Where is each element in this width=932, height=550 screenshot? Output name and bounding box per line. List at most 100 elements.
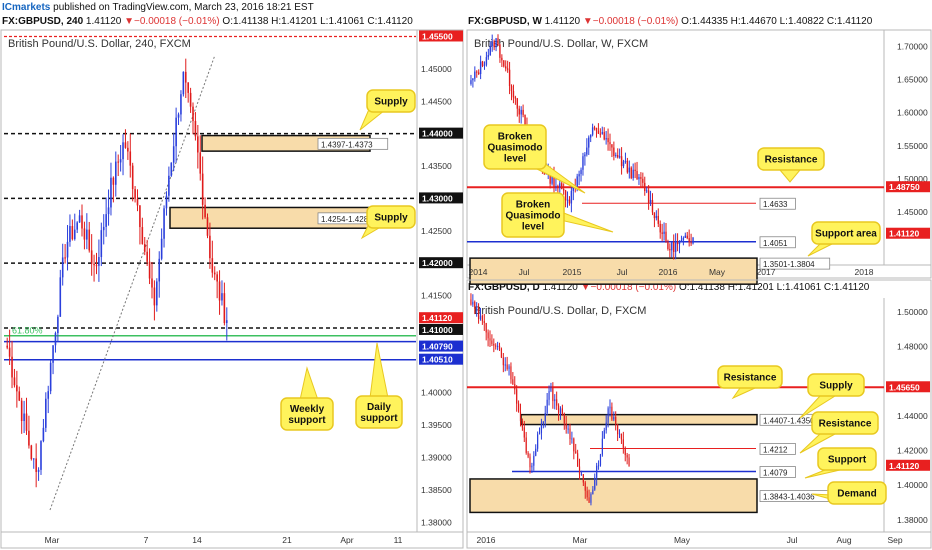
h4-price-tag-bg: [419, 127, 463, 139]
h4-candle: [32, 458, 35, 460]
d-candle: [485, 322, 487, 333]
h4-candle: [204, 204, 206, 218]
h4-candle: [216, 274, 218, 282]
d-candle: [537, 434, 539, 449]
d-time-label: Mar: [573, 535, 588, 545]
d-candle: [487, 332, 489, 339]
w-time-label: 2015: [563, 267, 582, 277]
d-candle: [498, 345, 501, 349]
h4-fib-trendline: [49, 54, 216, 511]
d-candle: [552, 387, 554, 402]
h4-candle: [57, 316, 59, 334]
d-callout-demand: Demand: [811, 481, 887, 505]
w-candle: [628, 167, 631, 173]
h4-down-arrow-icon: ▼: [124, 16, 135, 27]
w-candle: [605, 138, 607, 140]
h4-price-tag-text: 1.43000: [422, 193, 453, 203]
h4-candle: [151, 278, 153, 288]
w-candle: [682, 237, 685, 241]
d-price-label: 1.38000: [897, 515, 928, 525]
w-candle: [588, 137, 590, 148]
w-candle: [520, 109, 522, 115]
h4-candle: [206, 217, 209, 236]
h4-price-tag-14079-bg: [419, 340, 463, 352]
d-candle: [559, 408, 562, 413]
d-candle: [548, 390, 550, 400]
h4-candle: [197, 136, 199, 153]
h4-price-tag-text: 1.44000: [422, 129, 453, 139]
w-header: FX:GBPUSD, W 1.41120 ▼−0.00018 (−0.01%) …: [468, 16, 873, 27]
d-last: 1.41120: [542, 282, 578, 293]
w-candle: [489, 45, 491, 56]
w-price-tag-last-bg: [886, 227, 930, 239]
w-candle: [647, 190, 650, 204]
w-candle: [640, 177, 642, 179]
d-candle: [601, 438, 603, 455]
h4-callout-daily-support-text: Daily: [367, 402, 391, 413]
d-candle: [599, 454, 602, 466]
w-candle: [477, 72, 480, 75]
w-candle: [578, 174, 580, 177]
h4-candle: [221, 293, 223, 301]
w-candle: [589, 134, 592, 138]
w-candle: [613, 147, 615, 156]
h4-candle: [218, 281, 221, 301]
h4-candle: [136, 198, 139, 206]
d-candle: [540, 423, 543, 433]
w-candle: [561, 183, 563, 190]
h4-callout-supply-2-text: Supply: [374, 213, 408, 224]
w-low: 1.40822: [787, 16, 825, 27]
h4-candle: [37, 469, 40, 472]
h4-candle: [45, 398, 47, 428]
w-candle: [615, 154, 617, 156]
w-candle: [663, 231, 665, 234]
d-candle: [512, 379, 514, 385]
w-candle: [512, 91, 515, 98]
w-candle: [514, 97, 517, 99]
h4-candle: [134, 189, 136, 199]
w-candle: [690, 242, 692, 244]
w-candle: [557, 186, 559, 188]
w-candle: [649, 199, 652, 204]
w-candle: [576, 176, 578, 188]
w-box-support-area-bg: [759, 257, 831, 270]
brand-logo[interactable]: ICmarkets: [2, 2, 51, 13]
h4-candle: [49, 362, 52, 392]
d-callout-demand-text: Demand: [837, 489, 876, 500]
d-candle: [617, 424, 619, 435]
d-box-14079-bg: [759, 466, 796, 478]
w-time-label: 2017: [757, 267, 776, 277]
w-candle: [620, 156, 623, 167]
d-candle: [517, 403, 520, 412]
h4-price-label: 1.44500: [421, 96, 452, 106]
d-candle: [607, 408, 609, 423]
d-candles: [470, 293, 630, 506]
d-callout-supply-text: Supply: [819, 381, 853, 392]
d-candle: [550, 387, 552, 391]
h4-candle: [148, 261, 151, 279]
d-supply-zone: [520, 413, 758, 426]
d-candle: [563, 413, 565, 424]
d-box-14079: 1.4079: [759, 466, 796, 478]
d-price-label: 1.42000: [897, 446, 928, 456]
w-time-label: 2016: [659, 267, 678, 277]
h4-price-label: 1.40000: [421, 388, 452, 398]
w-time-label: May: [709, 267, 726, 277]
d-symbol: FX:GBPUSD, D: [468, 282, 540, 293]
w-callout-support-area: Support area: [807, 221, 881, 257]
w-candle: [582, 156, 584, 170]
h4-candle: [131, 165, 134, 190]
h4-candle: [146, 251, 148, 262]
h4-zone-label-2-text: 1.4254-1.4286: [321, 215, 373, 224]
h4-callout-daily-support-box: [355, 395, 403, 429]
d-candle: [470, 299, 472, 305]
h4-candle: [30, 445, 33, 460]
w-candle: [667, 241, 669, 249]
w-box-14633-bg: [759, 197, 796, 210]
h4-price-tag-14550: 1.45500: [419, 30, 463, 41]
w-candle: [665, 231, 667, 242]
h4-candle: [61, 257, 64, 278]
w-candle: [636, 171, 638, 180]
